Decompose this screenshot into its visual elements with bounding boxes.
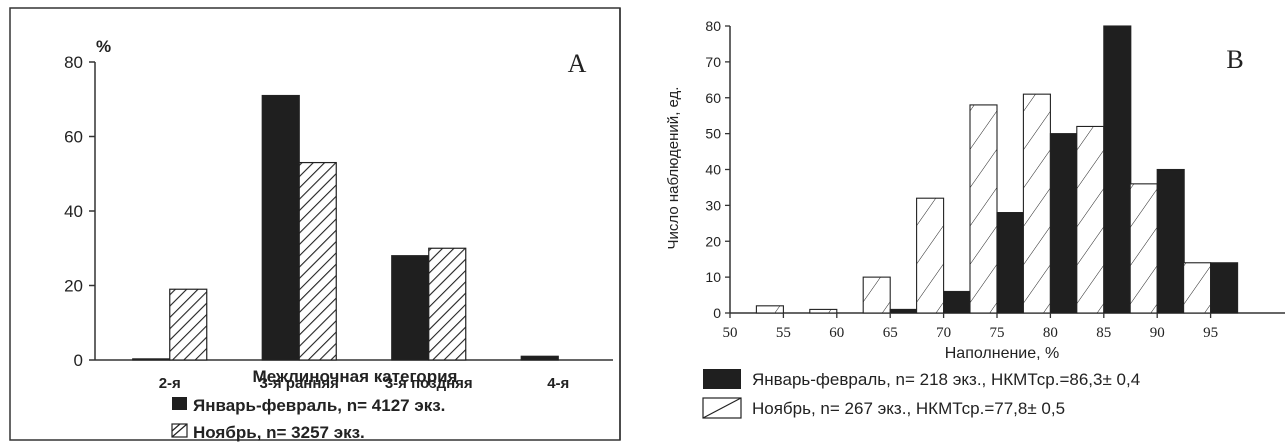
chart-a-bar-nov xyxy=(428,247,467,361)
chart-b-bar-jan-feb xyxy=(1049,133,1078,314)
chart-b-bar-nov xyxy=(1129,183,1158,314)
chart-a-bar-jan-feb xyxy=(132,358,171,361)
chart-b-bar-nov xyxy=(809,308,838,314)
chart-a-y-tick-label: 20 xyxy=(64,277,83,296)
chart-b-x-tick-label: 60 xyxy=(829,325,844,341)
chart-b-x-axis-title: Наполнение, % xyxy=(945,345,1060,362)
chart-b-bar-nov xyxy=(1076,125,1105,314)
chart-a-x-tick-label: 4-я xyxy=(547,375,569,392)
chart-a-bar-nov xyxy=(298,161,337,361)
chart-a-y-tick-label: 0 xyxy=(74,351,83,370)
chart-b-x-tick-label: 90 xyxy=(1150,325,1165,341)
chart-b-bar-nov xyxy=(969,104,998,314)
chart-b-bar-nov xyxy=(755,305,784,314)
chart-b-y-tick-label: 70 xyxy=(705,54,721,70)
chart-a-x-tick-label: 2-я xyxy=(159,375,181,392)
chart-b-legend-swatch-2-slash xyxy=(702,397,742,419)
chart-a-x-tick-label: 3-я поздняя xyxy=(385,375,473,392)
chart-a-y-tick-label: 60 xyxy=(64,128,83,147)
chart-b-x-tick-label: 95 xyxy=(1203,325,1218,341)
chart-b-y-axis-title: Число наблюдений, ед. xyxy=(665,87,682,250)
chart-b-y-tick-label: 40 xyxy=(705,162,721,178)
chart-a-legend-swatch-2-slash xyxy=(171,423,181,432)
chart-b-legend-label-1: Январь-февраль, n= 218 экз., НКМТср.=86,… xyxy=(752,370,1140,389)
chart-b-legend-swatch-1 xyxy=(703,369,741,389)
chart-b-bar-jan-feb xyxy=(889,308,918,314)
chart-b-legend-label-2: Ноябрь, n= 267 экз., НКМТср.=77,8± 0,5 xyxy=(752,399,1065,418)
chart-b-bar-nov xyxy=(916,197,945,314)
chart-b-bar-nov xyxy=(1022,93,1051,314)
chart-b-y-tick-label: 10 xyxy=(705,269,721,285)
chart-a-bar-jan-feb xyxy=(520,355,559,361)
chart-b-x-tick-label: 65 xyxy=(883,325,898,341)
chart-b-y-tick-label: 20 xyxy=(705,233,721,249)
chart-a-bar-jan-feb xyxy=(261,94,300,361)
chart-b-bar-jan-feb xyxy=(1156,168,1185,314)
chart-a-x-axis-title: Межлиночная категория xyxy=(253,367,458,386)
chart-a-y-tick-label: 40 xyxy=(64,202,83,221)
chart-b-x-tick-label: 50 xyxy=(723,325,738,341)
chart-b-bar-jan-feb xyxy=(1210,262,1239,314)
chart-b-bar-jan-feb xyxy=(996,212,1025,314)
chart-b-bar-jan-feb xyxy=(1103,25,1132,314)
chart-a: A % 0 20 40 60 80 2-я 3-я ранняя 3-я поздняя 4-… xyxy=(64,37,613,415)
chart-b-x-tick-label: 75 xyxy=(990,325,1005,341)
chart-b-y-tick-label: 50 xyxy=(705,126,721,142)
chart-b-x-tick-label: 55 xyxy=(776,325,791,341)
chart-a-bar-jan-feb xyxy=(391,255,430,361)
panel-a-label: A xyxy=(568,49,587,78)
chart-a-y-unit: % xyxy=(96,37,111,56)
chart-a-bar-nov xyxy=(169,288,208,361)
chart-b-y-tick-label: 0 xyxy=(713,305,721,321)
chart-b-bar-nov xyxy=(862,276,891,314)
chart-b-bar-nov xyxy=(1183,262,1212,314)
chart-b: B Число наблюдений, ед. 0 10 20 30 40 50 60 70 8… xyxy=(665,18,1285,419)
chart-a-legend-label-2: Ноябрь, n= 3257 экз. xyxy=(193,423,365,442)
chart-a-x-tick-label: 3-я ранняя xyxy=(260,375,339,392)
chart-b-y-tick-label: 30 xyxy=(705,197,721,213)
chart-b-y-tick-label: 80 xyxy=(705,18,721,34)
chart-a-legend-swatch-1 xyxy=(172,397,187,410)
chart-a-legend-label-1: Январь-февраль, n= 4127 экз. xyxy=(193,396,445,415)
chart-b-x-tick-label: 70 xyxy=(936,325,951,341)
chart-b-x-tick-label: 85 xyxy=(1096,325,1111,341)
chart-a-y-tick-label: 80 xyxy=(64,53,83,72)
chart-b-bar-jan-feb xyxy=(943,290,972,314)
chart-b-y-tick-label: 60 xyxy=(705,90,721,106)
chart-a-legend-swatch-2-slash xyxy=(171,423,188,438)
chart-a-legend-item-2: Ноябрь, n= 3257 экз. xyxy=(171,423,365,442)
chart-b-x-tick-label: 80 xyxy=(1043,325,1058,341)
panel-b-label: B xyxy=(1226,45,1243,74)
